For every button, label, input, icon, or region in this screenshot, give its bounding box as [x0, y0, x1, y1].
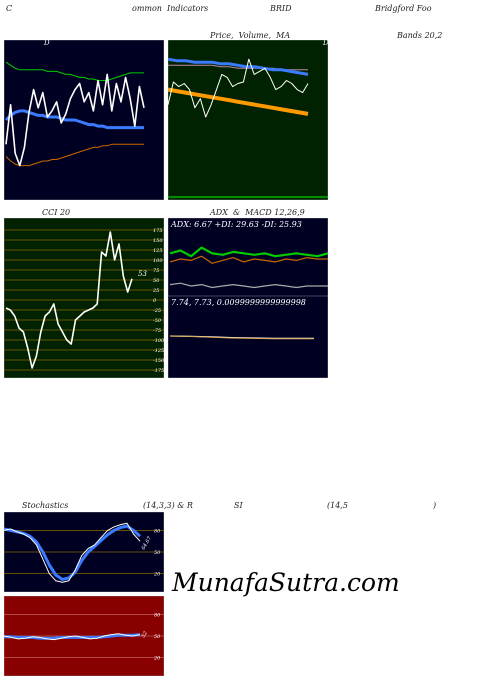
- cci-tick-label: 50: [153, 278, 160, 284]
- rsi-ma-line: [4, 633, 141, 640]
- header-company: Bridgford Foo: [375, 4, 432, 13]
- watermark: MunafaSutra.com: [172, 568, 400, 597]
- cci-header: CCI 20: [42, 208, 71, 217]
- rsi-tick-label: 20: [153, 656, 161, 662]
- price-line: [5, 73, 145, 167]
- cci-line: [5, 231, 133, 369]
- plus-di-line: [169, 246, 328, 258]
- cci-tick-label: 100: [153, 258, 163, 264]
- rsi-panel: 80 50 20 52: [4, 596, 164, 676]
- bollinger-panel: D: [168, 40, 328, 200]
- price-ma-marker: D: [43, 40, 50, 47]
- cci-panel: 175 150 125 100 75 50 25 0 -25 -50 -75 -100 -125 -150…: [4, 218, 164, 378]
- adx-values-text: ADX: 6.67 +DI: 29.63 -DI: 25.93: [170, 220, 302, 229]
- ma-orange-line: [5, 143, 144, 167]
- cci-tick-label: 25: [152, 288, 159, 294]
- cci-tick-label: -100: [153, 338, 164, 344]
- rsi-tick-label: 80: [154, 612, 161, 618]
- header-bands: Bands 20,2: [397, 31, 443, 40]
- stoch-tick-label: 50: [154, 550, 161, 556]
- macd-signal-line: [169, 335, 314, 340]
- cci-tick-label: -150: [153, 358, 164, 364]
- cci-tick-label: 0: [153, 298, 157, 304]
- price-ma-chart: D: [4, 40, 164, 200]
- cci-tick-label: 175: [153, 228, 163, 234]
- adx-macd-panel: ADX: 6.67 +DI: 29.63 -DI: 25.93 7.74, 7.…: [168, 218, 328, 378]
- cci-tick-label: -175: [153, 368, 164, 374]
- cci-tick-label: -75: [153, 328, 161, 334]
- ma-green-line: [5, 61, 144, 81]
- stoch-header-params: (14,3,3) & R: [143, 501, 193, 510]
- stoch-k-line: [4, 522, 141, 583]
- adx-macd-chart: ADX: 6.67 +DI: 29.63 -DI: 25.93 7.74, 7.…: [168, 218, 328, 378]
- header-c: C: [6, 4, 13, 13]
- stochastics-panel: 80 50 20 64.67: [4, 512, 164, 592]
- bollinger-chart: D: [168, 40, 328, 200]
- cci-tick-label: -125: [153, 348, 164, 354]
- stoch-header-si: SI: [234, 501, 243, 510]
- header-price-volume-ma: Price, Volume, MA: [210, 31, 291, 40]
- adx-macd-header: ADX & MACD 12,26,9: [210, 208, 305, 217]
- rsi-line: [4, 633, 141, 641]
- bb-price-line: [168, 58, 309, 118]
- adx-macd-background: [168, 218, 328, 378]
- cci-tick-label: -25: [153, 308, 161, 314]
- header-symbol: BRID: [270, 4, 292, 13]
- cci-background: [4, 218, 164, 378]
- bollinger-marker: D: [322, 40, 328, 47]
- minus-di-line: [169, 255, 328, 264]
- cci-chart: 175 150 125 100 75 50 25 0 -25 -50 -75 -100 -125 -150…: [4, 218, 164, 378]
- stoch-tick-label: 20: [153, 572, 161, 578]
- cci-tick-label: 150: [153, 238, 163, 244]
- cci-tick-label: -50: [153, 318, 162, 324]
- stoch-header-rsi-params: (14,5: [327, 501, 348, 510]
- price-ma-panel: D: [4, 40, 164, 200]
- rsi-last-value: 52: [141, 630, 149, 639]
- cci-tick-label: 75: [153, 268, 159, 274]
- rsi-tick-label: 50: [154, 634, 161, 640]
- stoch-header-title: Stochastics: [22, 501, 69, 510]
- cci-last-value: 53: [138, 270, 147, 278]
- adx-line: [169, 282, 328, 289]
- macd-values-text: 7.74, 7.73, 0.0099999999999998: [171, 298, 306, 307]
- header-common-indicators: ommon Indicators: [132, 4, 209, 13]
- price-ma-background: [4, 40, 164, 200]
- stoch-tick-label: 80: [154, 528, 161, 534]
- cci-tick-label: 125: [153, 248, 163, 254]
- rsi-chart: 80 50 20 52: [4, 596, 164, 676]
- bb-blue-line: [168, 57, 309, 76]
- stoch-header-close: ): [433, 501, 437, 510]
- bb-orange-band: [168, 87, 309, 116]
